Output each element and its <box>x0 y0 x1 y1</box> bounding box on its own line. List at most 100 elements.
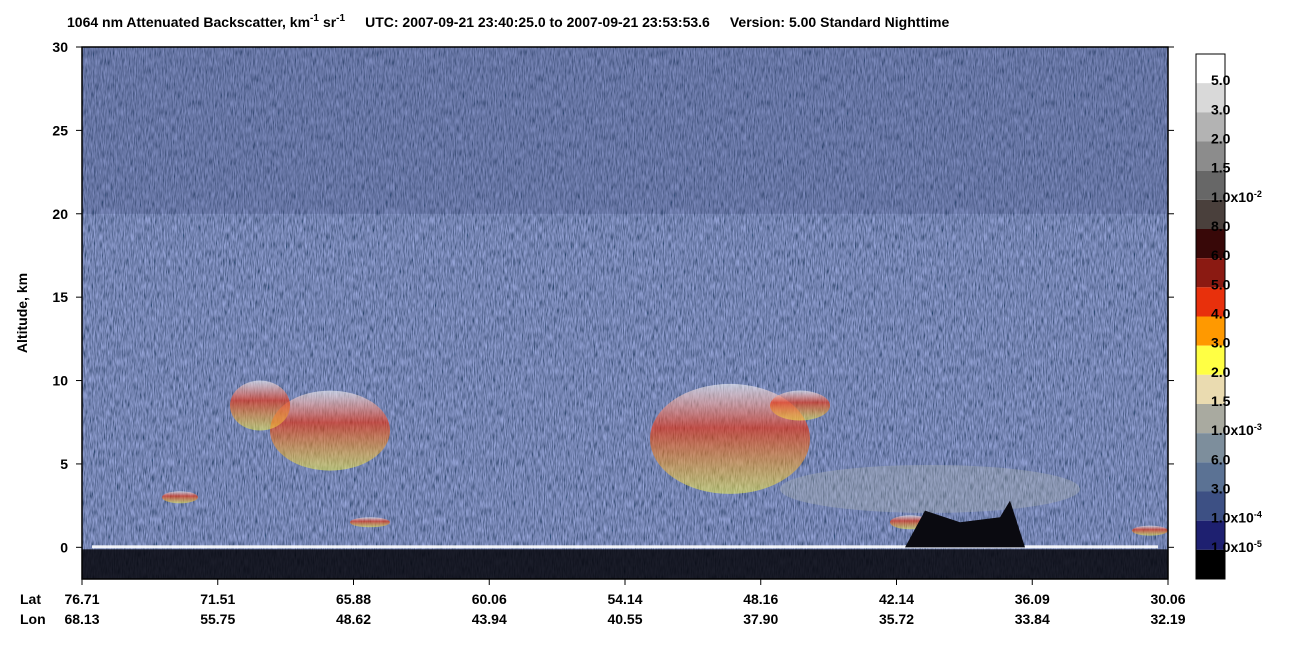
cloud-layer <box>162 491 198 504</box>
colorbar-label-text: 3.0 <box>1211 481 1231 497</box>
cloud-layer <box>1132 525 1168 536</box>
title-exp: -1 <box>336 13 345 24</box>
colorbar-label: 1.5 <box>1211 393 1231 409</box>
x-tick-label: 55.75 <box>200 611 235 627</box>
terrain <box>905 500 1025 548</box>
colorbar-label: 3.0 <box>1211 335 1231 351</box>
colorbar-segment <box>1196 141 1225 171</box>
x-tick-label: 37.90 <box>743 611 778 627</box>
x-tick-label: 71.51 <box>200 591 235 607</box>
x-row-label: Lon <box>20 611 46 627</box>
y-tick-label: 15 <box>52 289 68 305</box>
y-tick-label: 20 <box>52 206 68 222</box>
colorbar-label: 1.5 <box>1211 160 1231 176</box>
y-tick-label: 10 <box>52 373 68 389</box>
colorbar-label: 3.0 <box>1211 481 1231 497</box>
colorbar-label-text: 6.0 <box>1211 451 1231 467</box>
colorbar-segment <box>1196 520 1225 550</box>
colorbar-label: 2.0 <box>1211 131 1231 147</box>
x-tick-label: 30.06 <box>1150 591 1185 607</box>
colorbar-label: 2.0 <box>1211 364 1231 380</box>
colorbar-segment <box>1196 491 1225 521</box>
colorbar-label: 5.0 <box>1211 276 1231 292</box>
x-tick-label: 36.09 <box>1015 591 1050 607</box>
x-tick-label: 48.62 <box>336 611 371 627</box>
colorbar-label-text: 5.0 <box>1211 72 1231 88</box>
colorbar-frame <box>1195 53 1226 580</box>
colorbar-label-text: 2.0 <box>1211 131 1231 147</box>
x-tick-label: 40.55 <box>607 611 642 627</box>
colorbar-segment <box>1196 404 1225 434</box>
x-tick-label: 54.14 <box>607 591 642 607</box>
colorbar-segment <box>1196 170 1225 200</box>
colorbar-label-text: 1.0x10 <box>1211 189 1254 205</box>
cloud-layer <box>770 390 830 421</box>
colorbar-label: 1.0x10-2 <box>1211 189 1262 205</box>
colorbar-label: 1.0x10-5 <box>1211 539 1262 555</box>
x-tick-label: 68.13 <box>64 611 99 627</box>
colorbar-segment <box>1196 549 1225 579</box>
colorbar-label: 3.0 <box>1211 101 1231 117</box>
colorbar-label-exp: -4 <box>1254 510 1262 520</box>
colorbar-label: 4.0 <box>1211 306 1231 322</box>
x-tick-label: 60.06 <box>472 591 507 607</box>
colorbar-segment <box>1196 112 1225 142</box>
colorbar-segment <box>1196 229 1225 259</box>
plot-area <box>81 46 1169 580</box>
colorbar-label-text: 1.0x10 <box>1211 539 1254 555</box>
colorbar-label-text: 1.0x10 <box>1211 510 1254 526</box>
colorbar-label: 1.0x10-3 <box>1211 422 1262 438</box>
cloud-layer <box>650 383 810 494</box>
colorbar-segment <box>1196 316 1225 346</box>
colorbar-segment <box>1196 258 1225 288</box>
x-tick-label: 35.72 <box>879 611 914 627</box>
cloud-layer <box>350 517 390 528</box>
y-axis-label: Altitude, km <box>14 273 30 353</box>
colorbar-label-exp: -3 <box>1254 422 1262 432</box>
colorbar-label-text: 2.0 <box>1211 364 1231 380</box>
title-version: Version: 5.00 Standard Nighttime <box>730 14 950 30</box>
x-tick-label: 48.16 <box>743 591 778 607</box>
colorbar-label-text: 6.0 <box>1211 247 1231 263</box>
y-tick-label: 0 <box>60 539 68 555</box>
colorbar-label: 5.0 <box>1211 72 1231 88</box>
colorbar-label-exp: -5 <box>1254 539 1262 549</box>
chart-title: 1064 nm Attenuated Backscatter, km-1 sr-1… <box>67 13 949 30</box>
backscatter-field <box>82 47 1168 579</box>
x-tick-label: 42.14 <box>879 591 914 607</box>
x-tick-label: 65.88 <box>336 591 371 607</box>
title-unit: sr <box>323 14 337 30</box>
x-row-label: Lat <box>20 591 41 607</box>
colorbar-label: 6.0 <box>1211 451 1231 467</box>
title-time: UTC: 2007-09-21 23:40:25.0 to 2007-09-21… <box>365 14 710 30</box>
colorbar-label: 1.0x10-4 <box>1211 510 1262 526</box>
colorbar-segment <box>1196 374 1225 404</box>
colorbar-label-text: 1.5 <box>1211 393 1231 409</box>
y-tick-label: 5 <box>60 456 68 472</box>
colorbar-label-exp: -2 <box>1254 189 1262 199</box>
x-tick-label: 76.71 <box>64 591 99 607</box>
title-main: 1064 nm Attenuated Backscatter, km <box>67 14 310 30</box>
colorbar-segment <box>1196 345 1225 375</box>
colorbar-segment <box>1196 83 1225 113</box>
x-tick-label: 32.19 <box>1150 611 1185 627</box>
colorbar-segment <box>1196 462 1225 492</box>
y-tick-label: 25 <box>52 122 68 138</box>
colorbar-label-text: 5.0 <box>1211 276 1231 292</box>
aerosol-layer <box>780 464 1080 513</box>
cloud-layer <box>230 380 290 431</box>
colorbar-label: 6.0 <box>1211 247 1231 263</box>
x-tick-label: 33.84 <box>1015 611 1050 627</box>
colorbar-label-text: 1.5 <box>1211 160 1231 176</box>
colorbar-label-text: 3.0 <box>1211 335 1231 351</box>
colorbar-label-text: 8.0 <box>1211 218 1231 234</box>
colorbar-segment <box>1196 199 1225 229</box>
upper-shade <box>82 47 1168 214</box>
colorbar-segment <box>1196 54 1225 84</box>
cloud-layer <box>270 390 390 471</box>
colorbar-label-text: 1.0x10 <box>1211 422 1254 438</box>
subsurface <box>82 549 1168 579</box>
title-exp: -1 <box>310 13 319 24</box>
x-tick-label: 43.94 <box>472 611 507 627</box>
colorbar-segment <box>1196 433 1225 463</box>
